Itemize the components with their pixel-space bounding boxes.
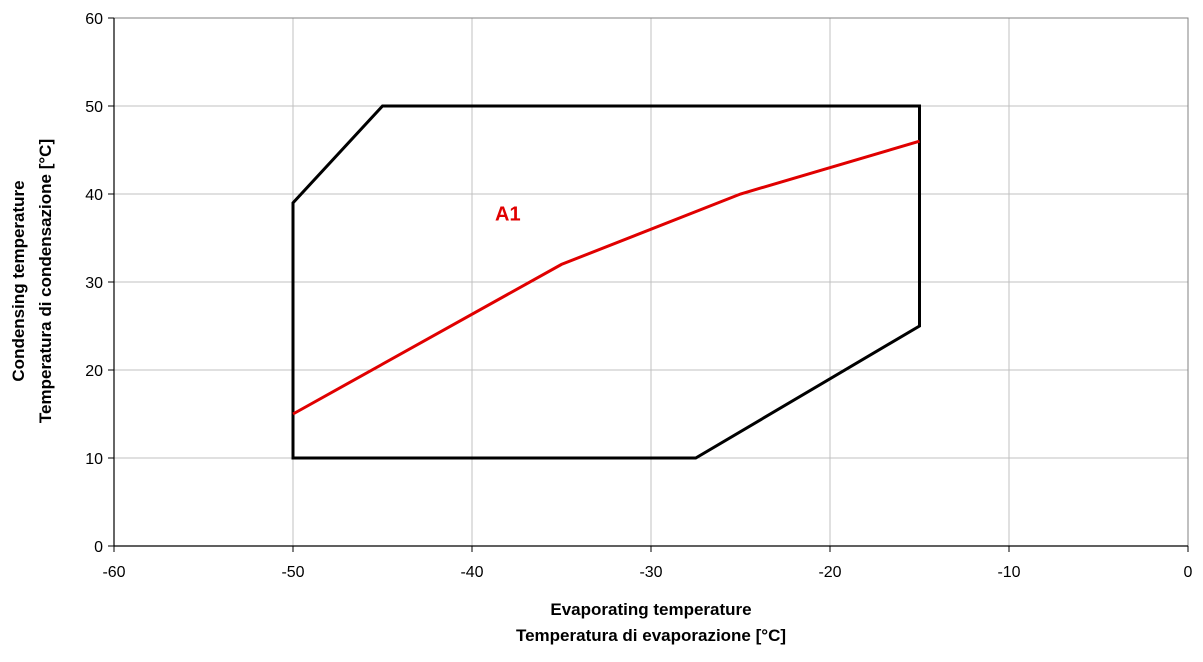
x-tick-label: -20 xyxy=(818,564,841,581)
x-axis-title-line-1: Evaporating temperature xyxy=(550,600,751,619)
y-axis-title-line-1: Condensing temperature xyxy=(9,180,28,381)
y-tick-label: 40 xyxy=(85,187,103,204)
x-tick-label: -30 xyxy=(639,564,662,581)
y-tick-label: 10 xyxy=(85,451,103,468)
y-tick-label: 60 xyxy=(85,11,103,28)
x-tick-label: -60 xyxy=(102,564,125,581)
labels: Evaporating temperature Temperatura di e… xyxy=(9,139,786,645)
series-line-a1 xyxy=(292,139,920,416)
x-tick-label: -10 xyxy=(997,564,1020,581)
grid xyxy=(114,18,1188,546)
y-axis-title-line-2: Temperatura di condensazione [°C] xyxy=(36,139,55,423)
axes: -60 -50 -40 -30 -20 -10 0 0 10 20 30 40 50 60 xyxy=(85,11,1192,581)
x-tick-label: 0 xyxy=(1184,564,1193,581)
series-layer: A1 xyxy=(291,104,921,460)
x-axis-title-line-2: Temperatura di evaporazione [°C] xyxy=(516,626,786,645)
y-tick-label: 50 xyxy=(85,99,103,116)
y-tick-label: 30 xyxy=(85,275,103,292)
x-tick-label: -50 xyxy=(281,564,304,581)
x-tick-label: -40 xyxy=(460,564,483,581)
envelope-boundary xyxy=(291,104,921,460)
annotation-label: A1 xyxy=(495,203,521,225)
y-tick-label: 0 xyxy=(94,539,103,556)
y-tick-label: 20 xyxy=(85,363,103,380)
